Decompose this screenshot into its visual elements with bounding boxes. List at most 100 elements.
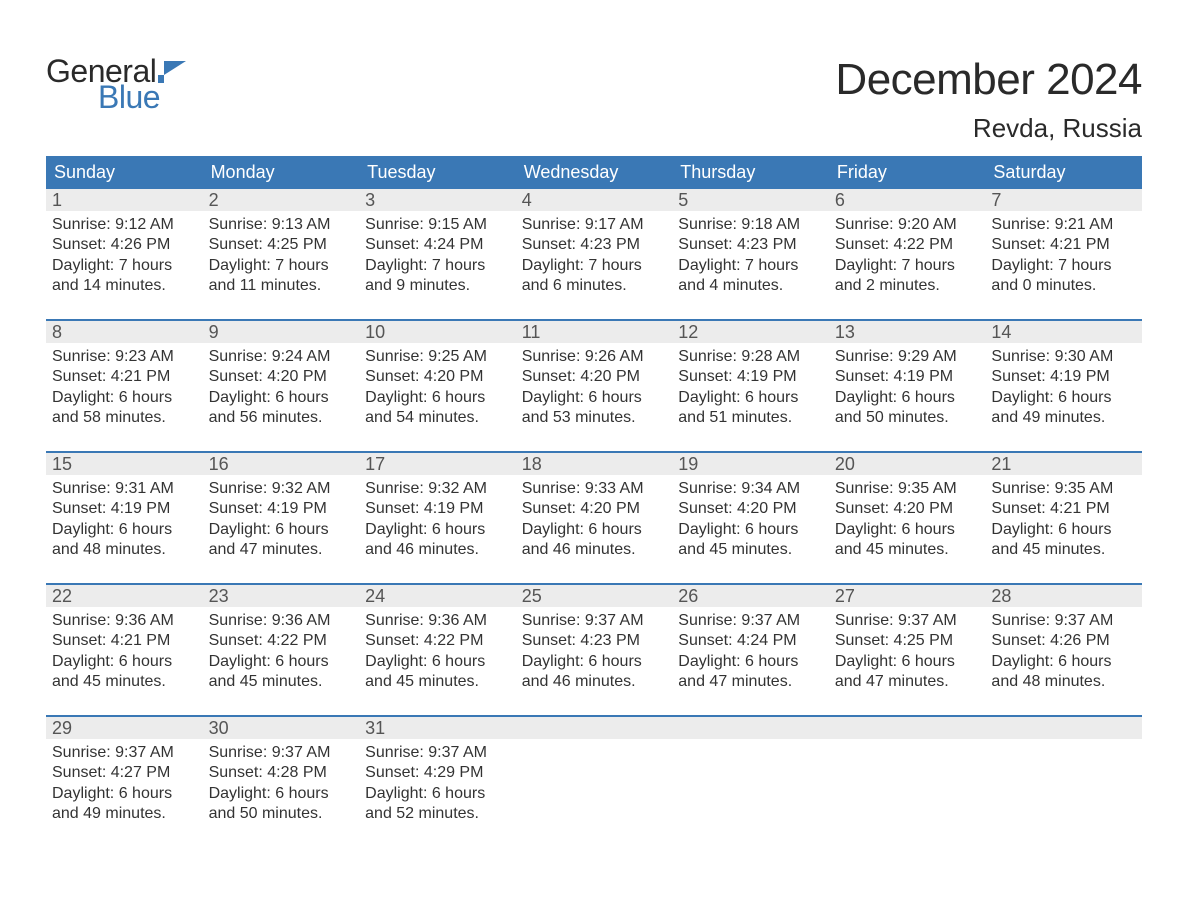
day-cell: 31Sunrise: 9:37 AMSunset: 4:29 PMDayligh…: [359, 717, 516, 847]
day-details: Sunrise: 9:37 AMSunset: 4:24 PMDaylight:…: [672, 607, 829, 715]
sunset-line: Sunset: 4:20 PM: [522, 367, 667, 387]
day-number: 27: [829, 585, 986, 607]
day-details: Sunrise: 9:31 AMSunset: 4:19 PMDaylight:…: [46, 475, 203, 583]
day-number: 24: [359, 585, 516, 607]
sunset-line: Sunset: 4:22 PM: [835, 235, 980, 255]
day-cell: 27Sunrise: 9:37 AMSunset: 4:25 PMDayligh…: [829, 585, 986, 715]
daylight-line-2: and 45 minutes.: [678, 540, 823, 560]
day-number: 19: [672, 453, 829, 475]
daylight-line-2: and 50 minutes.: [835, 408, 980, 428]
sunrise-line: Sunrise: 9:37 AM: [835, 611, 980, 631]
day-details: Sunrise: 9:26 AMSunset: 4:20 PMDaylight:…: [516, 343, 673, 451]
sunrise-line: Sunrise: 9:34 AM: [678, 479, 823, 499]
daylight-line-2: and 50 minutes.: [209, 804, 354, 824]
daylight-line-1: Daylight: 6 hours: [209, 652, 354, 672]
daylight-line-2: and 48 minutes.: [52, 540, 197, 560]
sunrise-line: Sunrise: 9:31 AM: [52, 479, 197, 499]
day-number: 2: [203, 189, 360, 211]
day-number: 17: [359, 453, 516, 475]
day-cell: 23Sunrise: 9:36 AMSunset: 4:22 PMDayligh…: [203, 585, 360, 715]
daylight-line-1: Daylight: 7 hours: [365, 256, 510, 276]
daylight-line-1: Daylight: 6 hours: [365, 388, 510, 408]
weekday-label: Wednesday: [516, 156, 673, 189]
day-number: 14: [985, 321, 1142, 343]
daylight-line-1: Daylight: 6 hours: [991, 652, 1136, 672]
daylight-line-1: Daylight: 6 hours: [52, 652, 197, 672]
daylight-line-1: Daylight: 6 hours: [52, 388, 197, 408]
day-cell: 28Sunrise: 9:37 AMSunset: 4:26 PMDayligh…: [985, 585, 1142, 715]
sunrise-line: Sunrise: 9:37 AM: [991, 611, 1136, 631]
daylight-line-1: Daylight: 6 hours: [991, 388, 1136, 408]
day-details: Sunrise: 9:12 AMSunset: 4:26 PMDaylight:…: [46, 211, 203, 319]
day-details: Sunrise: 9:36 AMSunset: 4:22 PMDaylight:…: [203, 607, 360, 715]
day-number: 30: [203, 717, 360, 739]
weekday-label: Tuesday: [359, 156, 516, 189]
sunrise-line: Sunrise: 9:28 AM: [678, 347, 823, 367]
sunset-line: Sunset: 4:20 PM: [835, 499, 980, 519]
sunrise-line: Sunrise: 9:25 AM: [365, 347, 510, 367]
daylight-line-1: Daylight: 7 hours: [209, 256, 354, 276]
day-number: 18: [516, 453, 673, 475]
day-details: Sunrise: 9:35 AMSunset: 4:20 PMDaylight:…: [829, 475, 986, 583]
sunrise-line: Sunrise: 9:23 AM: [52, 347, 197, 367]
daylight-line-1: Daylight: 6 hours: [52, 784, 197, 804]
sunrise-line: Sunrise: 9:36 AM: [209, 611, 354, 631]
day-details: Sunrise: 9:37 AMSunset: 4:26 PMDaylight:…: [985, 607, 1142, 715]
sunrise-line: Sunrise: 9:30 AM: [991, 347, 1136, 367]
weekday-header: Sunday Monday Tuesday Wednesday Thursday…: [46, 156, 1142, 189]
day-details: Sunrise: 9:32 AMSunset: 4:19 PMDaylight:…: [203, 475, 360, 583]
day-details: Sunrise: 9:37 AMSunset: 4:29 PMDaylight:…: [359, 739, 516, 847]
daylight-line-2: and 47 minutes.: [209, 540, 354, 560]
calendar: Sunday Monday Tuesday Wednesday Thursday…: [46, 156, 1142, 847]
day-details: Sunrise: 9:36 AMSunset: 4:22 PMDaylight:…: [359, 607, 516, 715]
day-number: 12: [672, 321, 829, 343]
sunset-line: Sunset: 4:25 PM: [209, 235, 354, 255]
sunset-line: Sunset: 4:21 PM: [52, 367, 197, 387]
sunrise-line: Sunrise: 9:12 AM: [52, 215, 197, 235]
day-number: 11: [516, 321, 673, 343]
sunrise-line: Sunrise: 9:18 AM: [678, 215, 823, 235]
day-cell: 3Sunrise: 9:15 AMSunset: 4:24 PMDaylight…: [359, 189, 516, 319]
sunset-line: Sunset: 4:24 PM: [365, 235, 510, 255]
day-number: 7: [985, 189, 1142, 211]
day-cell: 19Sunrise: 9:34 AMSunset: 4:20 PMDayligh…: [672, 453, 829, 583]
sunset-line: Sunset: 4:20 PM: [365, 367, 510, 387]
day-number: 23: [203, 585, 360, 607]
daylight-line-1: Daylight: 6 hours: [365, 784, 510, 804]
daylight-line-2: and 47 minutes.: [835, 672, 980, 692]
daylight-line-1: Daylight: 6 hours: [991, 520, 1136, 540]
sunrise-line: Sunrise: 9:32 AM: [209, 479, 354, 499]
daylight-line-2: and 53 minutes.: [522, 408, 667, 428]
daylight-line-2: and 49 minutes.: [52, 804, 197, 824]
week-row: 29Sunrise: 9:37 AMSunset: 4:27 PMDayligh…: [46, 715, 1142, 847]
daylight-line-1: Daylight: 6 hours: [522, 652, 667, 672]
daylight-line-1: Daylight: 6 hours: [522, 520, 667, 540]
title-block: December 2024 Revda, Russia: [835, 55, 1142, 144]
sunrise-line: Sunrise: 9:37 AM: [209, 743, 354, 763]
day-cell: 4Sunrise: 9:17 AMSunset: 4:23 PMDaylight…: [516, 189, 673, 319]
daylight-line-2: and 56 minutes.: [209, 408, 354, 428]
day-number: [516, 717, 673, 739]
day-cell: 22Sunrise: 9:36 AMSunset: 4:21 PMDayligh…: [46, 585, 203, 715]
day-number: 22: [46, 585, 203, 607]
day-number: 16: [203, 453, 360, 475]
daylight-line-1: Daylight: 6 hours: [209, 388, 354, 408]
day-number: 5: [672, 189, 829, 211]
day-details: Sunrise: 9:36 AMSunset: 4:21 PMDaylight:…: [46, 607, 203, 715]
daylight-line-2: and 49 minutes.: [991, 408, 1136, 428]
sunrise-line: Sunrise: 9:36 AM: [52, 611, 197, 631]
daylight-line-1: Daylight: 6 hours: [365, 652, 510, 672]
daylight-line-2: and 45 minutes.: [365, 672, 510, 692]
day-cell: [516, 717, 673, 847]
daylight-line-2: and 46 minutes.: [365, 540, 510, 560]
sunset-line: Sunset: 4:28 PM: [209, 763, 354, 783]
sunset-line: Sunset: 4:27 PM: [52, 763, 197, 783]
weeks-container: 1Sunrise: 9:12 AMSunset: 4:26 PMDaylight…: [46, 189, 1142, 847]
header: General Blue December 2024 Revda, Russia: [46, 55, 1142, 144]
daylight-line-2: and 14 minutes.: [52, 276, 197, 296]
daylight-line-2: and 51 minutes.: [678, 408, 823, 428]
brand-word-2: Blue: [98, 81, 188, 113]
daylight-line-2: and 47 minutes.: [678, 672, 823, 692]
day-number: 10: [359, 321, 516, 343]
sunrise-line: Sunrise: 9:35 AM: [835, 479, 980, 499]
